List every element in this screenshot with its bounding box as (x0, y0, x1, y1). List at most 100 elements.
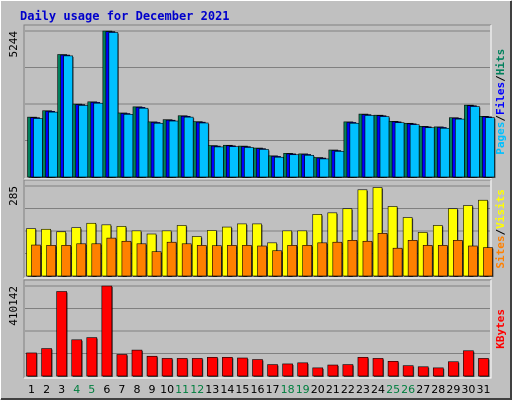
day-label-26: 26 (401, 383, 415, 396)
bar-hits-files-pages-pages-4 (78, 105, 89, 178)
bar-kbytes-kbytes-19 (297, 362, 308, 377)
bar-visits-sites-sites-13 (212, 245, 222, 277)
bar-kbytes-kbytes-27 (417, 366, 429, 377)
panel-kbytes-border-light (24, 280, 492, 379)
bar-hits-files-pages-pages-21 (334, 151, 345, 178)
bar-kbytes-kbytes-13 (207, 357, 218, 377)
bar-visits-sites-sites-30 (468, 245, 478, 277)
bar-hits-files-pages-pages-28 (439, 127, 450, 178)
bar-visits-sites-sites-3 (61, 245, 71, 277)
bar-visits-sites-sites-19 (302, 245, 312, 277)
bar-visits-sites-sites-18 (287, 245, 297, 277)
bar-kbytes-kbytes-3 (56, 291, 67, 377)
day-label-1: 1 (28, 383, 35, 396)
day-label-10: 10 (160, 383, 174, 396)
bar-visits-sites-visits-30 (463, 205, 473, 277)
bar-kbytes-kbytes-17 (267, 364, 278, 377)
panel-hits-files-pages-border-dark (23, 24, 491, 179)
bar-visits-sites-sites-5 (91, 243, 102, 277)
bar-kbytes-kbytes-16 (252, 359, 263, 377)
bar-visits-sites-sites-2 (46, 245, 56, 277)
panel-hits-files-pages-legend-item-4: Hits (494, 49, 507, 76)
bar-hits-files-pages-pages-7 (123, 114, 134, 178)
bar-hits-files-pages-pages-16 (259, 149, 269, 178)
day-label-25: 25 (386, 383, 400, 396)
day-label-31: 31 (476, 383, 490, 396)
bar-hits-files-pages-pages-10 (168, 120, 179, 178)
bar-visits-sites-sites-23 (362, 240, 373, 277)
bar-visits-sites-sites-17 (272, 250, 282, 277)
panel-visits-sites-legend-item-0: Sites (494, 235, 507, 268)
day-label-8: 8 (133, 383, 140, 396)
bar-visits-sites-sites-12 (196, 245, 207, 277)
panel-hits-files-pages-legend-item-0: Pages (494, 122, 507, 155)
bar-hits-files-pages-pages-26 (409, 124, 420, 178)
day-label-22: 22 (341, 383, 355, 396)
bar-hits-files-pages-pages-14 (229, 146, 239, 178)
bar-visits-sites-sites-8 (136, 243, 147, 277)
bar-hits-files-pages-pages-18 (289, 154, 299, 178)
chart-title: Daily usage for December 2021 (20, 9, 230, 23)
bar-hits-files-pages-pages-22 (349, 122, 360, 178)
bar-visits-sites-sites-1 (31, 244, 41, 277)
bar-kbytes-kbytes-10 (161, 358, 173, 377)
bar-kbytes-kbytes-18 (282, 363, 293, 377)
day-label-15: 15 (235, 383, 249, 396)
panel-kbytes-legend-item-0: KBytes (494, 309, 507, 349)
bar-hits-files-pages-pages-2 (48, 111, 58, 178)
bar-visits-sites-sites-31 (483, 247, 493, 277)
bar-visits-sites-sites-20 (317, 242, 328, 277)
bar-kbytes-kbytes-30 (463, 350, 474, 377)
bar-kbytes-kbytes-5 (86, 337, 98, 377)
bar-visits-sites-sites-15 (242, 245, 252, 277)
day-label-30: 30 (461, 383, 475, 396)
bar-hits-files-pages-pages-15 (244, 147, 254, 178)
panel-hits-files-pages-legend-item-3: / (494, 75, 507, 82)
bar-hits-files-pages-pages-17 (274, 156, 284, 178)
bar-kbytes-kbytes-28 (432, 367, 444, 377)
bar-hits-files-pages-pages-23 (364, 115, 375, 178)
day-label-29: 29 (446, 383, 460, 396)
day-label-27: 27 (416, 383, 430, 396)
day-label-28: 28 (431, 383, 445, 396)
panel-kbytes-border-dark (23, 279, 491, 378)
bar-kbytes-kbytes-2 (41, 348, 52, 377)
panel-hits-files-pages-legend-item-1: / (494, 115, 507, 122)
bar-kbytes-kbytes-29 (448, 361, 459, 377)
bar-hits-files-pages-pages-31 (485, 117, 495, 178)
bar-hits-files-pages-pages-29 (455, 118, 465, 178)
bar-visits-sites-sites-9 (151, 251, 162, 277)
day-label-14: 14 (220, 383, 234, 396)
bar-kbytes-kbytes-15 (237, 357, 248, 377)
bar-kbytes-kbytes-8 (131, 349, 143, 377)
bar-kbytes-kbytes-24 (372, 358, 384, 377)
bar-visits-sites-visits-31 (478, 199, 488, 277)
day-label-23: 23 (356, 383, 370, 396)
day-label-18: 18 (281, 383, 295, 396)
panel-hits-files-pages-border-light (24, 25, 492, 180)
bar-kbytes-kbytes-9 (146, 355, 158, 377)
bar-hits-files-pages-pages-11 (183, 116, 194, 178)
panel-visits-sites-legend-item-1: / (494, 228, 507, 235)
panel-hits-files-pages-legend: Pages/Files/Hits (494, 49, 507, 155)
bar-hits-files-pages-pages-1 (33, 118, 43, 178)
bar-visits-sites-sites-14 (227, 245, 237, 277)
panel-visits-sites-legend: Sites/Visits (494, 189, 507, 269)
bar-kbytes-kbytes-4 (71, 339, 83, 377)
bar-kbytes-kbytes-26 (402, 365, 414, 377)
day-label-12: 12 (190, 383, 204, 396)
bar-hits-files-pages-pages-8 (138, 107, 149, 178)
bar-hits-files-pages-pages-20 (319, 158, 330, 178)
bar-kbytes-kbytes-31 (478, 358, 489, 377)
bar-hits-files-pages-pages-5 (93, 102, 104, 178)
bar-kbytes-kbytes-7 (116, 354, 128, 377)
day-label-19: 19 (296, 383, 310, 396)
bar-kbytes-kbytes-20 (312, 367, 324, 377)
bar-visits-sites-sites-24 (377, 233, 388, 277)
panel-visits-sites-ymax-label: 285 (7, 186, 20, 206)
bar-visits-sites-visits-25 (387, 206, 398, 277)
bar-hits-files-pages-pages-27 (424, 127, 435, 178)
bar-kbytes-kbytes-22 (342, 364, 354, 377)
day-label-4: 4 (73, 383, 80, 396)
